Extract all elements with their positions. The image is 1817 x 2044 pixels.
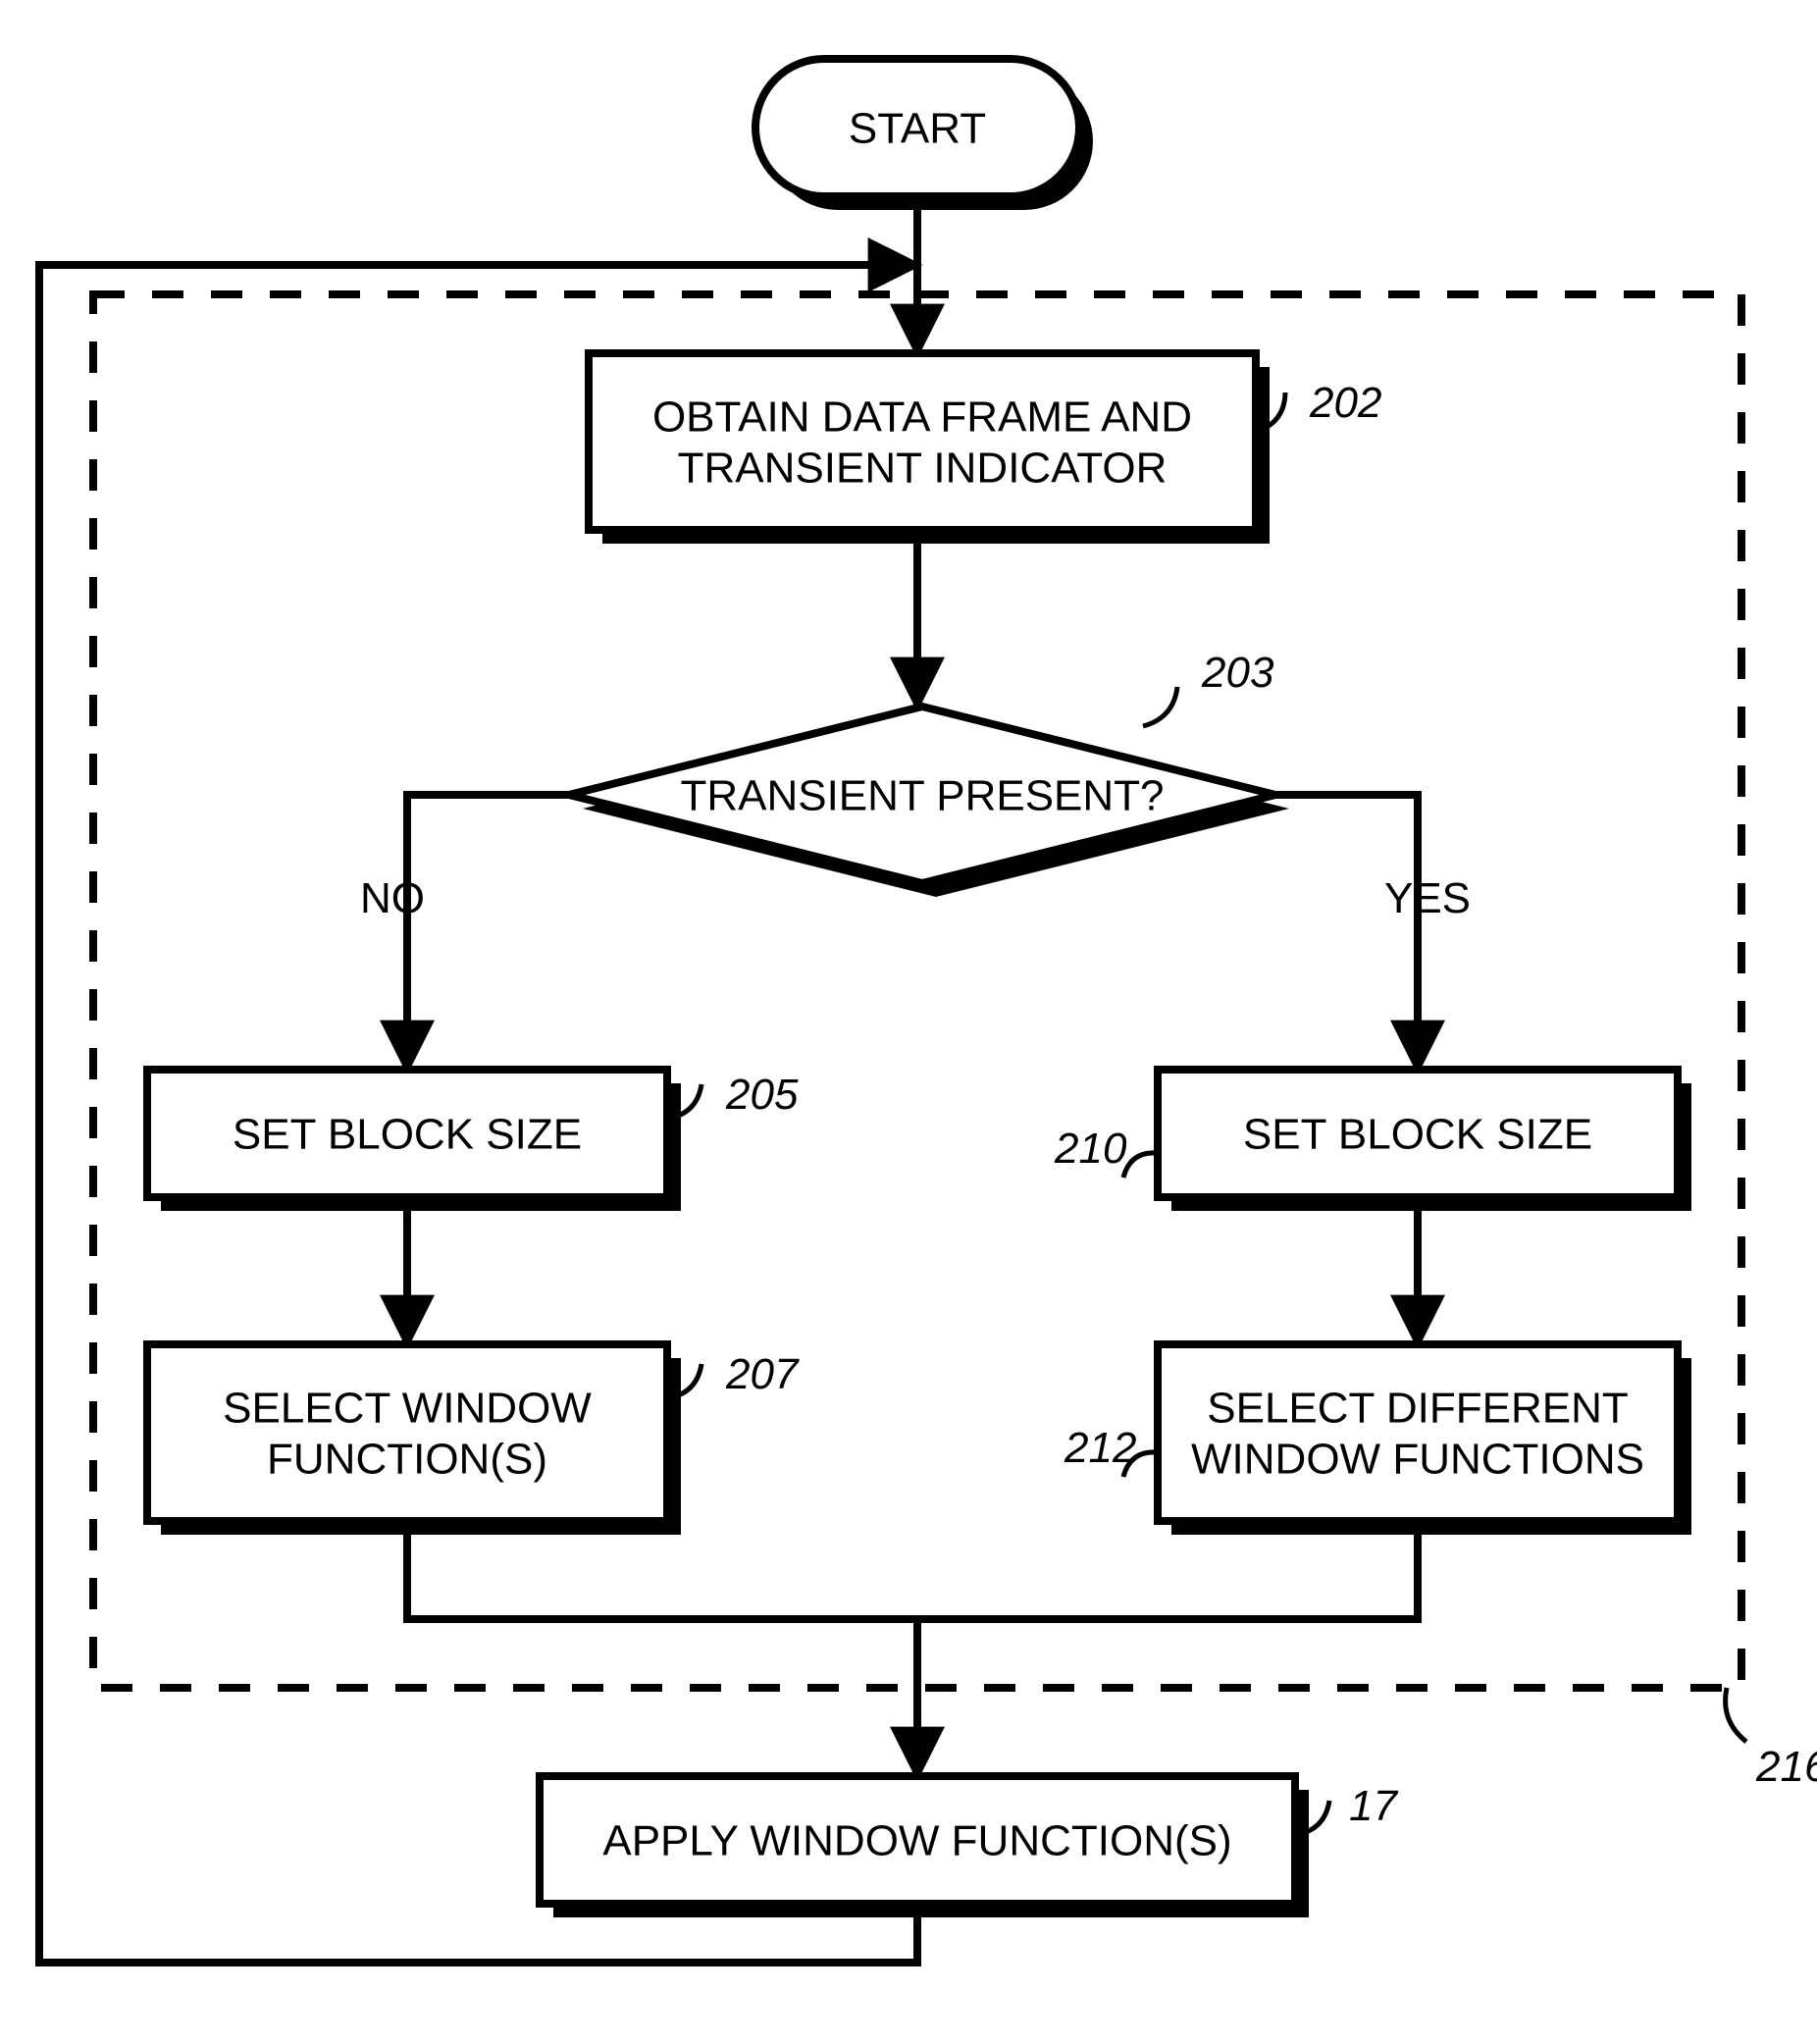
node-n212: SELECT DIFFERENTWINDOW FUNCTIONS [1158, 1344, 1691, 1535]
node-text: WINDOW FUNCTIONS [1191, 1435, 1644, 1483]
ref-leader [1726, 1688, 1746, 1742]
node-text: SET BLOCK SIZE [1243, 1110, 1592, 1158]
node-n202: OBTAIN DATA FRAME ANDTRANSIENT INDICATOR [589, 353, 1270, 544]
node-text: OBTAIN DATA FRAME AND [652, 393, 1192, 441]
flowchart: NOYESSTARTOBTAIN DATA FRAME ANDTRANSIENT… [0, 0, 1817, 2044]
edge [407, 795, 569, 1070]
ref-label: 205 [725, 1071, 799, 1119]
edge-label: NO [360, 874, 425, 922]
node-start: START [755, 59, 1093, 210]
node-text: SELECT WINDOW [223, 1384, 592, 1432]
ref-label: 216 [1755, 1743, 1817, 1791]
node-text: SET BLOCK SIZE [233, 1110, 582, 1158]
ref-label: 210 [1054, 1125, 1127, 1173]
ref-label: 207 [725, 1350, 800, 1398]
node-n205: SET BLOCK SIZE [147, 1070, 681, 1211]
node-text: START [849, 104, 986, 152]
ref-label: 212 [1064, 1424, 1136, 1472]
node-n207: SELECT WINDOWFUNCTION(S) [147, 1344, 681, 1535]
node-text: FUNCTION(S) [267, 1435, 547, 1483]
node-text: SELECT DIFFERENT [1207, 1384, 1628, 1432]
node-n17: APPLY WINDOW FUNCTION(S) [540, 1776, 1309, 1917]
ref-label: 202 [1309, 379, 1381, 427]
edge-label: YES [1384, 874, 1471, 922]
ref-leader [1143, 687, 1177, 726]
edge [407, 1521, 917, 1776]
node-text: TRANSIENT PRESENT? [680, 771, 1164, 819]
node-text: APPLY WINDOW FUNCTION(S) [602, 1816, 1231, 1864]
node-text: TRANSIENT INDICATOR [678, 444, 1168, 492]
ref-label: 203 [1201, 649, 1274, 697]
edge [1275, 795, 1418, 1070]
node-n210: SET BLOCK SIZE [1158, 1070, 1691, 1211]
edge [917, 1521, 1418, 1619]
node-n203: TRANSIENT PRESENT? [569, 707, 1289, 897]
ref-leader [1123, 1153, 1158, 1178]
ref-label: 17 [1349, 1782, 1398, 1830]
